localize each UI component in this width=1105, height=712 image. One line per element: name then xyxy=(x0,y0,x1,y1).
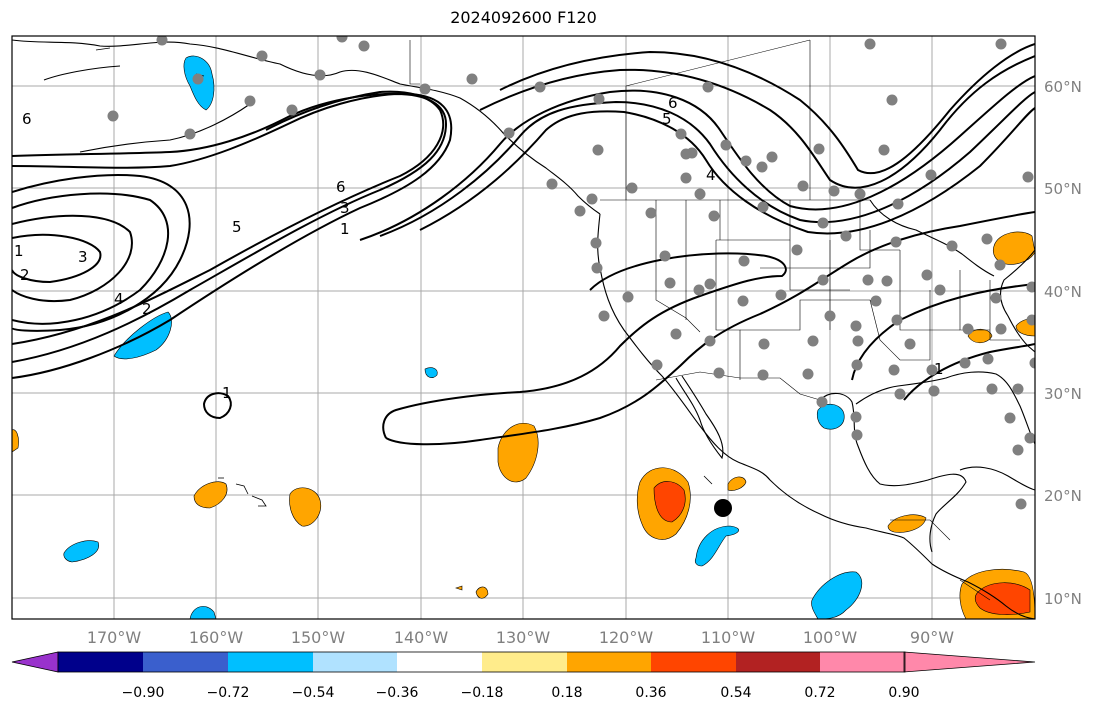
contour-label-5: 5 xyxy=(232,218,242,236)
colorbar-outline xyxy=(57,651,906,673)
contour-labels: 6 5 3 1 2 3 4 2 1 1 6 5 4 1 6 xyxy=(14,94,944,402)
coastlines xyxy=(12,39,1035,619)
colorbar-segment xyxy=(567,652,653,672)
colorbar-segment xyxy=(651,652,737,672)
map-title: 2024092600 F120 xyxy=(450,8,597,27)
lon-label-170: 170°W xyxy=(87,628,142,647)
colorbar-segment xyxy=(58,652,144,672)
lat-label-40: 40°N xyxy=(1044,283,1082,301)
contour-label-2-west: 2 xyxy=(142,300,152,318)
lat-label-20: 20°N xyxy=(1044,487,1082,505)
contour-label-5-east: 5 xyxy=(662,110,672,128)
colorbar-tick: 0.54 xyxy=(720,685,751,701)
colorbar-segment xyxy=(820,652,905,672)
lat-label-30: 30°N xyxy=(1044,385,1082,403)
contour-label-4-east: 4 xyxy=(706,166,716,184)
lon-label-140: 140°W xyxy=(394,628,449,647)
colorbar-segment xyxy=(397,652,483,672)
colorbar-tick: 0.72 xyxy=(804,685,835,701)
colorbar-over-arrow xyxy=(903,651,1036,673)
contour-label-6: 6 xyxy=(336,178,346,196)
colorbar-tick: −0.90 xyxy=(122,685,165,701)
longitude-labels: 170°W 160°W 150°W 140°W 130°W 120°W 110°… xyxy=(87,628,954,647)
lon-label-160: 160°W xyxy=(189,628,244,647)
storm-center-marker xyxy=(714,499,732,517)
colorbar-tick: 0.90 xyxy=(888,685,919,701)
colorbar-segment xyxy=(736,652,822,672)
political-borders xyxy=(409,39,1020,601)
colorbar-tick: −0.18 xyxy=(461,685,504,701)
contour-label-1-closed: 1 xyxy=(222,384,232,402)
contour-label-4: 4 xyxy=(114,290,124,308)
colorbar-tick: −0.36 xyxy=(376,685,419,701)
contour-label-2: 2 xyxy=(20,266,30,284)
lat-label-10: 10°N xyxy=(1044,590,1082,608)
contour-label-6-east: 6 xyxy=(668,94,678,112)
contour-label-1-west: 1 xyxy=(14,242,24,260)
latitude-labels: 60°N 50°N 40°N 30°N 20°N 10°N xyxy=(1044,78,1082,608)
colorbar-segment xyxy=(313,652,399,672)
lon-label-120: 120°W xyxy=(599,628,654,647)
shaded-anomaly-regions xyxy=(12,55,1035,619)
lon-label-110: 110°W xyxy=(701,628,756,647)
lat-label-60: 60°N xyxy=(1044,78,1082,96)
colorbar-tick: 0.36 xyxy=(635,685,666,701)
lat-label-50: 50°N xyxy=(1044,180,1082,198)
colorbar-under-arrow xyxy=(11,651,59,673)
colorbar-segment xyxy=(482,652,568,672)
lon-label-150: 150°W xyxy=(291,628,346,647)
colorbar-segment xyxy=(143,652,229,672)
colorbar-tick: −0.54 xyxy=(292,685,335,701)
contour-label-3: 3 xyxy=(340,199,350,217)
lon-label-130: 130°W xyxy=(496,628,551,647)
colorbar: −0.90 −0.72 −0.54 −0.36 −0.18 0.18 0.36 … xyxy=(11,651,1036,701)
lon-label-100: 100°W xyxy=(803,628,858,647)
contour-label-6-west: 6 xyxy=(22,110,32,128)
contour-label-1-east: 1 xyxy=(934,360,944,378)
map-border xyxy=(11,35,1036,620)
colorbar-tick: 0.18 xyxy=(551,685,582,701)
station-dots xyxy=(107,36,1035,510)
contour-label-3-west: 3 xyxy=(78,248,88,266)
contour-label-1: 1 xyxy=(340,220,350,238)
colorbar-tick: −0.72 xyxy=(207,685,250,701)
lon-label-90: 90°W xyxy=(910,628,954,647)
colorbar-segment xyxy=(228,652,314,672)
